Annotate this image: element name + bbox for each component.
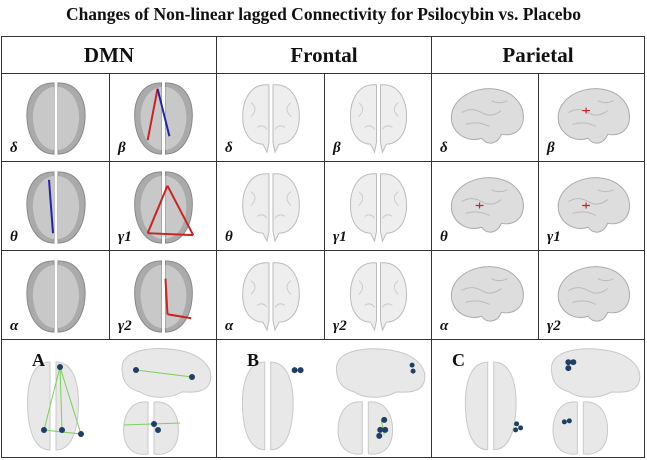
brain-cell: β [109, 73, 216, 162]
brain-cell: δ [2, 73, 109, 162]
band-label: γ2 [118, 318, 132, 334]
brain-cell: δ [432, 73, 538, 162]
band-label: γ1 [333, 229, 347, 245]
glass-brain-panel: B [217, 340, 431, 458]
brain-cell: θ [217, 162, 324, 251]
connection-edge [164, 278, 169, 315]
band-label: δ [10, 140, 18, 156]
sagittal-brain-icon [557, 177, 630, 233]
band-label: θ [10, 229, 18, 245]
coronal-glass-brain-icon [552, 401, 609, 455]
brain-cell: δ [217, 73, 324, 162]
brain-cell: β [538, 73, 644, 162]
band-label: γ1 [118, 229, 132, 245]
section-frontal: Frontal δ β θ γ1 α γ2 B [216, 37, 431, 457]
connection-edge [48, 179, 54, 234]
sagittal-brain-icon [557, 266, 630, 322]
axial-glass-brain-icon [241, 361, 294, 451]
band-label: δ [440, 140, 448, 156]
connection-edge [146, 185, 169, 234]
sagittal-brain-icon [450, 266, 524, 322]
axial-brain-icon [26, 171, 86, 244]
band-label: α [225, 318, 234, 334]
brain-cell: γ2 [538, 251, 644, 340]
connectivity-nodes [41, 364, 195, 437]
band-label: γ2 [333, 318, 347, 334]
section-header: DMN [2, 37, 216, 74]
connectivity-nodes [513, 359, 577, 433]
band-label: β [333, 140, 341, 156]
brain-cell: θ [2, 162, 109, 251]
connection-edge [475, 202, 484, 209]
connection-edge [582, 202, 591, 209]
sagittal-glass-brain-icon [121, 348, 212, 398]
band-label: θ [440, 229, 448, 245]
connectivity-grid: DMN δ β θ γ1 α γ2 A Frontal δ β θ γ1 α γ2 B Parietal δ β… [1, 36, 645, 458]
sagittal-brain-icon [450, 177, 524, 233]
brain-cell: γ1 [109, 162, 216, 251]
connection-edge [582, 107, 591, 114]
band-label: θ [225, 229, 233, 245]
panel-label: C [452, 350, 465, 370]
brain-cell: β [324, 73, 431, 162]
sagittal-brain-icon [450, 88, 524, 144]
brain-cell: α [432, 251, 538, 340]
coronal-glass-brain-icon [123, 401, 179, 455]
connectivity-nodes [291, 362, 416, 439]
sagittal-glass-brain-icon [550, 348, 641, 398]
brain-cell: γ1 [538, 162, 644, 251]
section-header: Parietal [432, 37, 644, 74]
band-label: γ2 [547, 318, 561, 334]
coronal-brain-icon [349, 84, 408, 154]
axial-brain-icon [134, 171, 193, 244]
connection-edge [146, 88, 159, 141]
band-label: α [440, 318, 449, 334]
band-label: γ1 [547, 229, 561, 245]
coronal-glass-brain-icon [337, 401, 394, 455]
connection-edge [166, 185, 195, 236]
brain-cell: θ [432, 162, 538, 251]
brain-cell: γ2 [324, 251, 431, 340]
glass-brain-panel: C [432, 340, 644, 458]
connection-edge [167, 313, 192, 320]
connection-edge [147, 232, 194, 237]
band-label: α [10, 318, 19, 334]
coronal-brain-icon [242, 84, 300, 154]
axial-glass-brain-icon [464, 361, 517, 451]
panel-label: B [247, 350, 260, 370]
brain-cell: γ2 [109, 251, 216, 340]
panel-label: A [32, 350, 45, 370]
sagittal-brain-icon [557, 88, 630, 144]
coronal-brain-icon [242, 173, 300, 243]
brain-cell: α [2, 251, 109, 340]
figure-title: Changes of Non-linear lagged Connectivit… [65, 4, 582, 24]
section-dmn: DMN δ β θ γ1 α γ2 A [2, 37, 216, 457]
section-header: Frontal [217, 37, 431, 74]
coronal-brain-icon [242, 262, 300, 332]
coronal-brain-icon [349, 262, 408, 332]
sagittal-glass-brain-icon [335, 348, 426, 398]
brain-cell: γ1 [324, 162, 431, 251]
band-label: δ [225, 140, 233, 156]
coronal-brain-icon [349, 173, 408, 243]
section-parietal: Parietal δ β θ γ1 α γ2 C [431, 37, 644, 457]
axial-brain-icon [26, 82, 86, 155]
band-label: β [118, 140, 126, 156]
band-label: β [547, 140, 555, 156]
connection-edge [156, 88, 171, 137]
axial-brain-icon [134, 260, 193, 333]
axial-brain-icon [26, 260, 86, 333]
axial-glass-brain-icon [27, 361, 79, 451]
brain-cell: α [217, 251, 324, 340]
glass-brain-panel: A [2, 340, 216, 458]
axial-brain-icon [134, 82, 193, 155]
